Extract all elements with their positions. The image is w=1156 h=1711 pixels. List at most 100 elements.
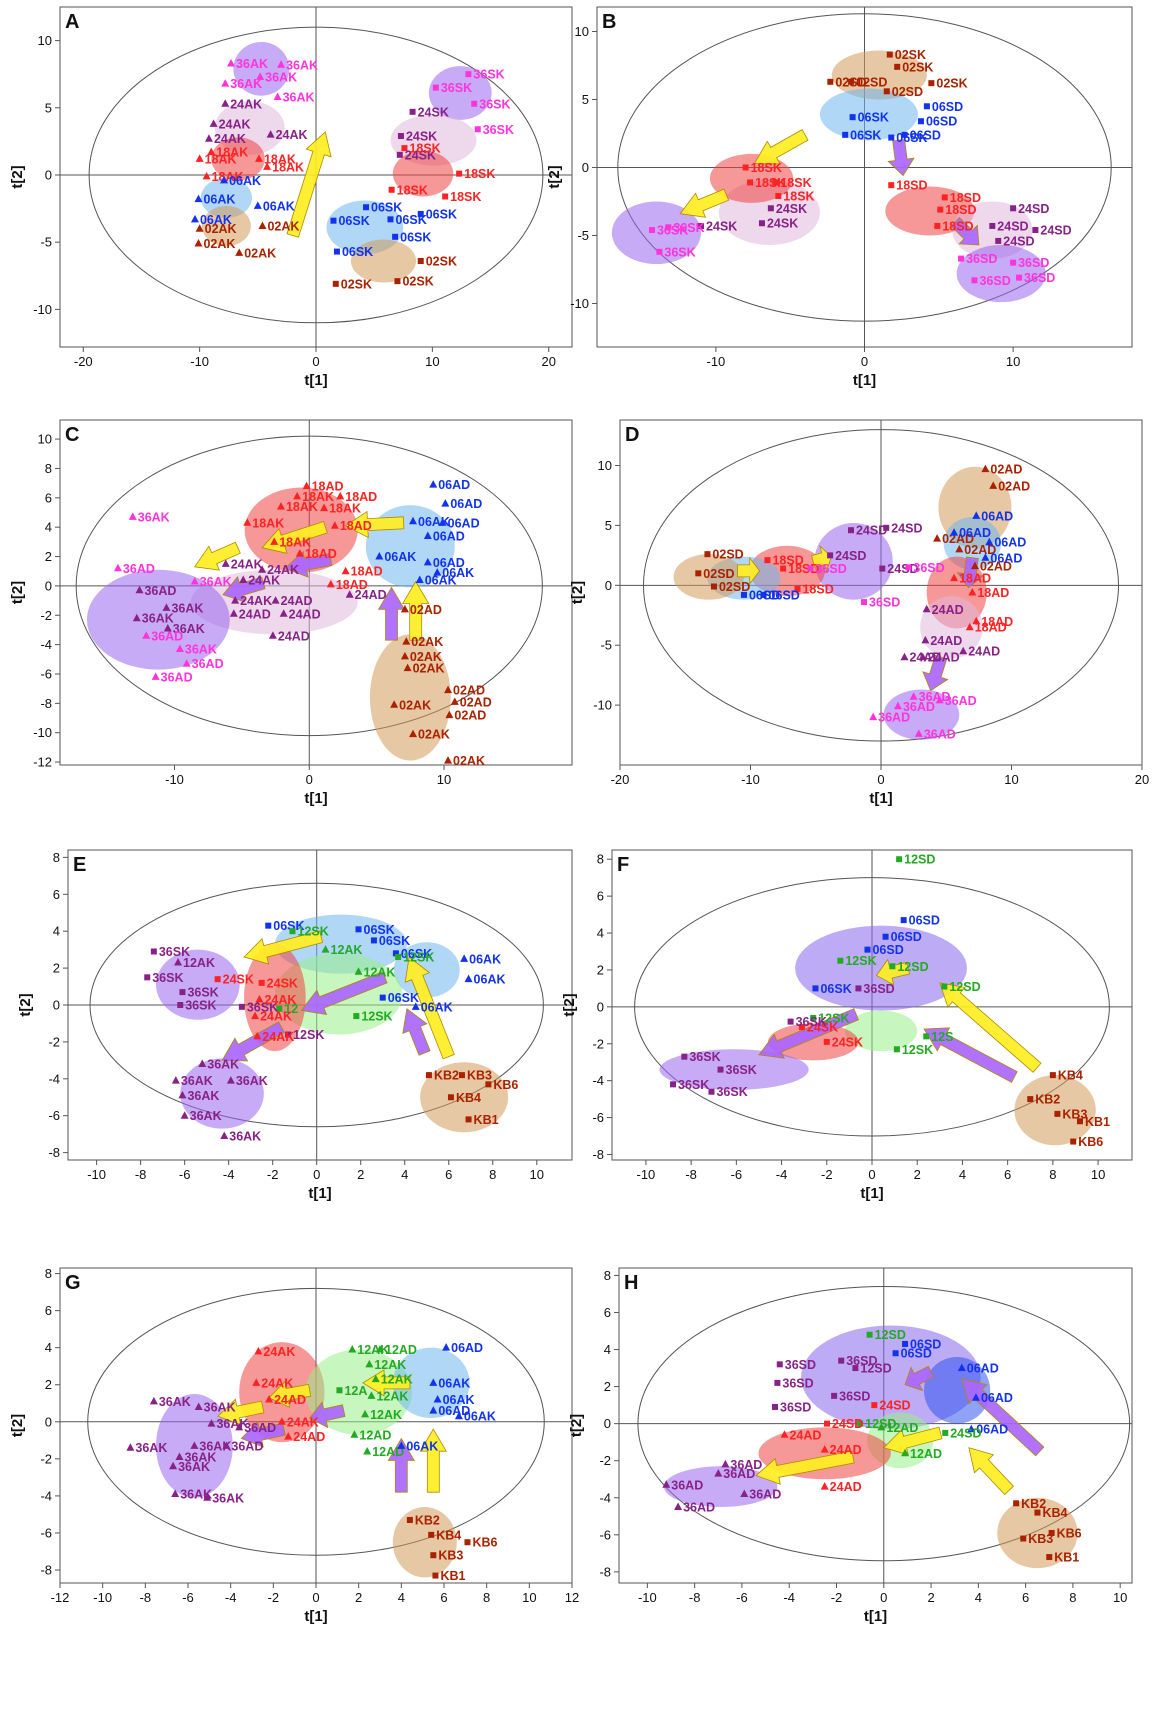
point-label: 02AK (418, 728, 450, 742)
point-label: 36SK (689, 1050, 720, 1064)
cluster-shading (659, 1049, 809, 1090)
y-axis-title: t[2] (9, 581, 26, 604)
y-tick-label: 5 (605, 518, 612, 533)
point-label: 06AD (981, 1391, 1013, 1405)
data-point (1010, 259, 1017, 266)
data-point (320, 503, 329, 512)
y-tick-label: -5 (40, 235, 52, 250)
y-tick-label: -8 (40, 1563, 52, 1578)
trajectory-arrow (950, 217, 980, 246)
point-label: 12SD (875, 1328, 906, 1342)
point-label: KB2 (1021, 1497, 1046, 1511)
point-label: 18AD (345, 490, 377, 504)
x-tick-label: 0 (880, 1590, 887, 1605)
data-point (238, 1003, 245, 1010)
x-tick-label: 6 (445, 1167, 452, 1182)
y-tick-label: 10 (38, 33, 52, 48)
point-label: 24SD (997, 219, 1028, 233)
trajectory-arrow (755, 1450, 855, 1485)
point-label: 06SK (858, 111, 889, 125)
data-point (277, 60, 286, 68)
data-point (1013, 1500, 1020, 1507)
x-tick-label: 8 (489, 1167, 496, 1182)
data-point (226, 1076, 235, 1084)
x-tick-label: 4 (975, 1590, 982, 1605)
x-tick-label: 10 (522, 1590, 536, 1605)
data-point (981, 553, 990, 561)
x-tick-label: -6 (182, 1590, 194, 1605)
point-label: 18SD (945, 203, 976, 217)
point-label: 24AD (293, 1430, 325, 1444)
point-label: 24AD (239, 607, 271, 621)
data-point (447, 1094, 454, 1101)
point-label: 24AD (289, 607, 321, 621)
point-label: 18AD (977, 586, 1009, 600)
data-point (231, 596, 240, 604)
data-point (429, 480, 438, 488)
point-label: 06AD (433, 556, 465, 570)
data-point (345, 590, 354, 598)
data-point (681, 1053, 688, 1060)
data-point (852, 1365, 859, 1372)
point-label: 06SK (364, 923, 395, 937)
data-point (433, 568, 442, 576)
data-point (445, 710, 454, 719)
data-point (221, 79, 230, 87)
trajectory-arrow (887, 139, 915, 177)
point-label: 24SD (1018, 202, 1049, 216)
x-tick-label: 20 (1135, 772, 1149, 787)
point-label: 36AK (265, 70, 297, 84)
point-label: 24AK (260, 1010, 292, 1024)
data-point (268, 631, 277, 639)
y-axis-title: t[2] (546, 165, 563, 188)
x-tick-label: -10 (638, 1590, 657, 1605)
point-label: 24SK (767, 217, 798, 231)
data-point (409, 108, 416, 115)
data-point (871, 1402, 878, 1409)
data-point (354, 967, 363, 975)
point-label: 18SK (783, 190, 814, 204)
point-label: 12AD (385, 1343, 417, 1357)
x-axis-title: t[1] (304, 372, 327, 389)
data-point (861, 599, 868, 606)
data-point (772, 179, 779, 186)
point-label: 24AD (909, 651, 941, 665)
data-point (995, 237, 1002, 244)
y-tick-label: 6 (604, 1305, 611, 1320)
data-point (905, 564, 912, 571)
point-label: 36AD (919, 690, 951, 704)
point-label: 06AK (229, 174, 261, 188)
point-label: KB2 (415, 1514, 440, 1528)
data-point (409, 729, 418, 738)
data-point (955, 544, 964, 553)
point-label: 18AK (212, 170, 244, 184)
data-point (293, 491, 302, 500)
data-point (957, 1363, 966, 1372)
point-label: 36SK (716, 1085, 747, 1099)
data-point (263, 162, 272, 170)
data-point (341, 566, 350, 575)
data-point (882, 933, 889, 940)
point-label: 06AK (263, 199, 295, 213)
data-point (1077, 1118, 1083, 1125)
data-point (914, 729, 923, 737)
data-point (265, 922, 272, 929)
x-tick-label: -4 (783, 1590, 795, 1605)
x-axis-title: t[1] (304, 1608, 327, 1625)
data-point (182, 659, 191, 667)
point-label: 36SK (726, 1063, 757, 1077)
data-point (450, 697, 459, 705)
x-tick-label: 0 (312, 354, 319, 369)
point-label: 06AK (418, 515, 450, 529)
trajectory-arrow (737, 556, 761, 586)
point-label: 24SD (856, 524, 887, 538)
trajectory-arrow (811, 544, 832, 573)
data-point (423, 531, 432, 539)
y-axis-title: t[2] (568, 1414, 585, 1437)
data-point (425, 1072, 432, 1079)
point-label: 18AK (302, 490, 334, 504)
x-tick-label: 10 (530, 1167, 544, 1182)
